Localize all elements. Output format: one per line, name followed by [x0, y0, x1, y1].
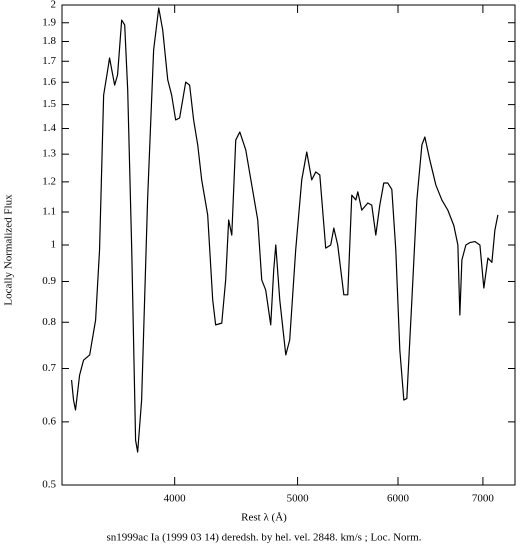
spectrum-line — [70, 7, 499, 453]
y-axis-label: Locally Normalized Flux — [3, 194, 15, 306]
y-tick-label: 1.7 — [42, 55, 56, 67]
y-tick-label: 1.4 — [42, 122, 56, 134]
footer: sn1999ac Ia (1999 03 14) deredsh. by hel… — [107, 532, 422, 544]
x-tick-label: 5000 — [287, 493, 310, 505]
y-tick-label: 2 — [51, 0, 57, 11]
x-tick-label: 4000 — [164, 493, 187, 505]
y-tick-label: 1.6 — [42, 76, 56, 88]
y-tick-label: 1.3 — [42, 148, 56, 160]
y-tick-label: 0.7 — [42, 362, 56, 374]
y-tick-label: 0.6 — [42, 415, 56, 427]
x-tick-label: 7000 — [472, 493, 495, 505]
y-tick-label: 0.9 — [42, 275, 56, 287]
y-tick-label: 1.1 — [42, 206, 56, 218]
y-tick-label: 1.9 — [42, 16, 56, 28]
y-tick-label: 1.5 — [42, 98, 56, 110]
x-axis-label: Rest λ (Å) — [241, 512, 287, 524]
y-tick-label: 1 — [51, 239, 57, 251]
y-tick-label: 1.8 — [42, 35, 56, 47]
y-tick-label: 1.2 — [42, 175, 56, 187]
y-tick-label: 0.5 — [42, 479, 56, 491]
x-tick-label: 6000 — [387, 493, 410, 505]
y-tick-label: 0.8 — [42, 316, 56, 328]
plot-frame — [61, 4, 516, 486]
